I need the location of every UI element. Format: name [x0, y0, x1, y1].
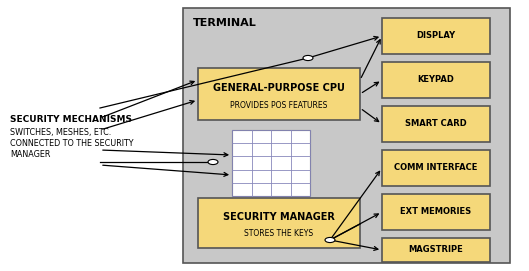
Text: EXT MEMORIES: EXT MEMORIES: [400, 208, 471, 217]
Text: KEYPAD: KEYPAD: [417, 76, 454, 85]
Text: MAGSTRIPE: MAGSTRIPE: [408, 246, 463, 254]
Text: SMART CARD: SMART CARD: [405, 120, 467, 128]
Text: STORES THE KEYS: STORES THE KEYS: [244, 230, 314, 238]
Text: SECURITY MANAGER: SECURITY MANAGER: [223, 212, 335, 222]
Bar: [382, 194, 490, 230]
Bar: [198, 198, 360, 248]
Text: SECURITY MECHANISMS: SECURITY MECHANISMS: [10, 115, 132, 124]
Bar: [382, 18, 490, 54]
Text: TERMINAL: TERMINAL: [193, 18, 257, 28]
Bar: [382, 62, 490, 98]
Bar: [183, 8, 510, 263]
Bar: [382, 150, 490, 186]
Bar: [382, 238, 490, 262]
Text: MANAGER: MANAGER: [10, 150, 50, 159]
Circle shape: [325, 237, 335, 243]
Bar: [232, 130, 310, 196]
Bar: [382, 106, 490, 142]
Text: GENERAL-PURPOSE CPU: GENERAL-PURPOSE CPU: [213, 83, 345, 93]
Circle shape: [208, 159, 218, 164]
Circle shape: [303, 56, 313, 60]
Text: PROVIDES POS FEATURES: PROVIDES POS FEATURES: [230, 101, 327, 110]
Text: SWITCHES, MESHES, ETC.: SWITCHES, MESHES, ETC.: [10, 128, 111, 137]
Text: CONNECTED TO THE SECURITY: CONNECTED TO THE SECURITY: [10, 139, 133, 148]
Text: DISPLAY: DISPLAY: [416, 31, 455, 40]
Bar: [198, 68, 360, 120]
Text: COMM INTERFACE: COMM INTERFACE: [394, 163, 478, 173]
